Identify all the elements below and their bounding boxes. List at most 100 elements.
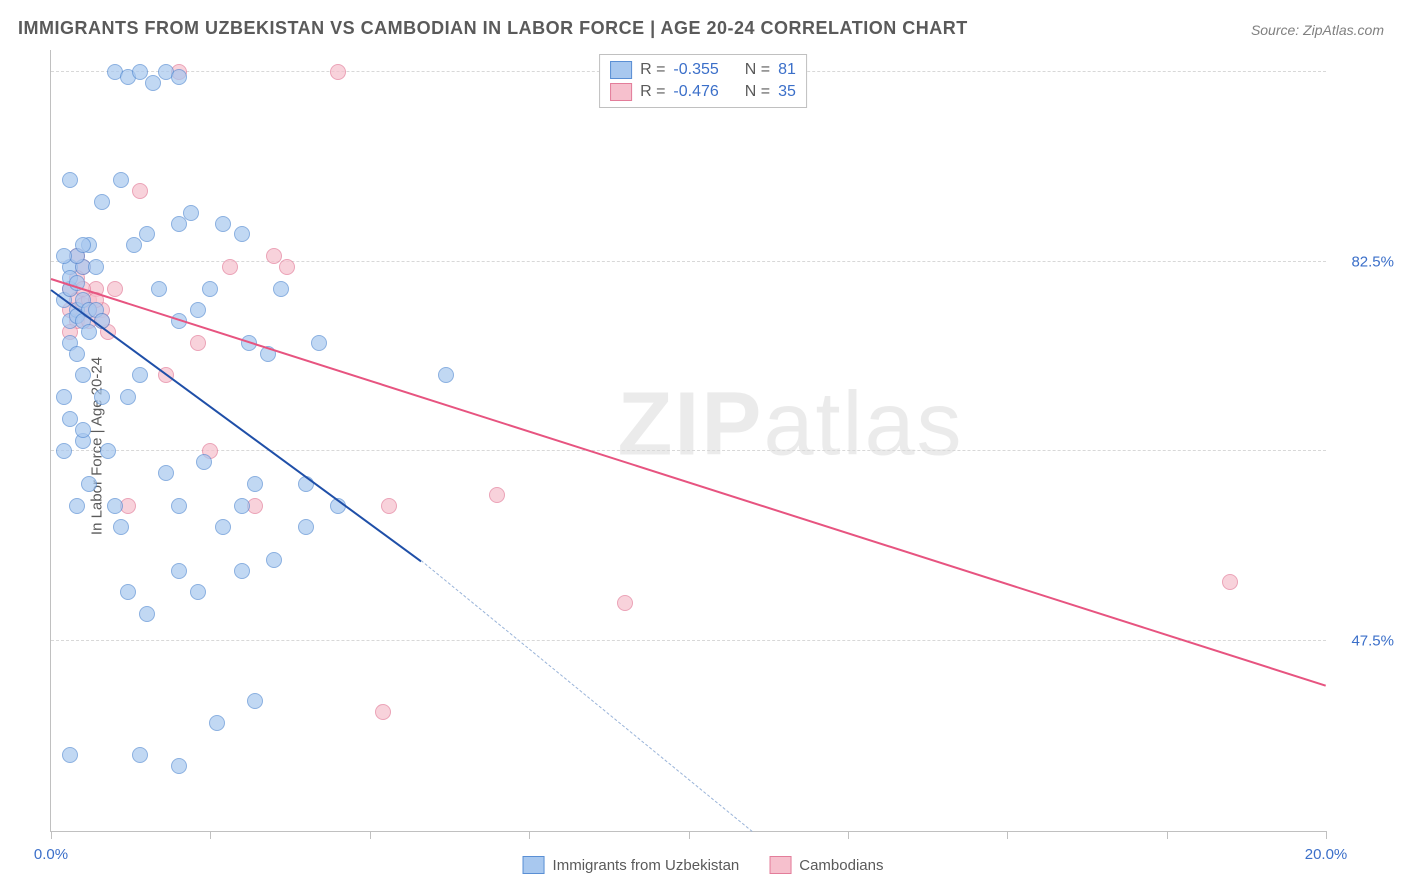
series-legend-cambodians: Cambodians — [769, 856, 883, 874]
x-tick-label: 20.0% — [1305, 846, 1348, 863]
data-point-uzbekistan — [94, 389, 110, 405]
data-point-uzbekistan — [151, 281, 167, 297]
data-point-uzbekistan — [88, 259, 104, 275]
swatch-uzbekistan-icon — [610, 61, 632, 79]
watermark-part1: ZIP — [617, 374, 763, 474]
gridline — [51, 640, 1326, 641]
data-point-cambodians — [617, 595, 633, 611]
data-point-uzbekistan — [100, 443, 116, 459]
data-point-uzbekistan — [113, 519, 129, 535]
x-tick — [1007, 831, 1008, 839]
watermark: ZIPatlas — [617, 373, 963, 476]
data-point-uzbekistan — [190, 302, 206, 318]
y-tick-label: 82.5% — [1351, 253, 1394, 270]
y-tick-label: 47.5% — [1351, 633, 1394, 650]
correlation-legend-row-uzbekistan: R = -0.355 N = 81 — [610, 59, 796, 81]
data-point-cambodians — [132, 183, 148, 199]
data-point-uzbekistan — [113, 172, 129, 188]
data-point-uzbekistan — [273, 281, 289, 297]
data-point-uzbekistan — [132, 747, 148, 763]
trend-line — [420, 560, 752, 832]
data-point-uzbekistan — [75, 367, 91, 383]
data-point-uzbekistan — [438, 367, 454, 383]
plot-area: ZIPatlas 47.5%82.5%0.0%20.0% — [50, 50, 1326, 832]
data-point-cambodians — [489, 487, 505, 503]
data-point-uzbekistan — [158, 465, 174, 481]
series-label-uzbekistan: Immigrants from Uzbekistan — [553, 857, 740, 874]
data-point-uzbekistan — [145, 75, 161, 91]
data-point-cambodians — [381, 498, 397, 514]
data-point-uzbekistan — [209, 715, 225, 731]
x-tick-label: 0.0% — [34, 846, 68, 863]
data-point-uzbekistan — [215, 519, 231, 535]
data-point-uzbekistan — [69, 498, 85, 514]
series-label-cambodians: Cambodians — [799, 857, 883, 874]
data-point-uzbekistan — [69, 346, 85, 362]
data-point-cambodians — [107, 281, 123, 297]
data-point-cambodians — [190, 335, 206, 351]
data-point-uzbekistan — [62, 172, 78, 188]
data-point-uzbekistan — [56, 248, 72, 264]
correlation-legend-row-cambodians: R = -0.476 N = 35 — [610, 81, 796, 103]
n-label: N = — [745, 61, 770, 79]
data-point-uzbekistan — [62, 747, 78, 763]
r-label: R = — [640, 83, 665, 101]
data-point-uzbekistan — [56, 443, 72, 459]
chart-container: IMMIGRANTS FROM UZBEKISTAN VS CAMBODIAN … — [0, 0, 1406, 892]
data-point-uzbekistan — [266, 552, 282, 568]
x-tick — [51, 831, 52, 839]
series-legend-uzbekistan: Immigrants from Uzbekistan — [523, 856, 740, 874]
data-point-uzbekistan — [139, 606, 155, 622]
swatch-uzbekistan-icon — [523, 856, 545, 874]
data-point-uzbekistan — [81, 476, 97, 492]
data-point-uzbekistan — [75, 422, 91, 438]
data-point-cambodians — [1222, 574, 1238, 590]
x-tick — [1167, 831, 1168, 839]
data-point-uzbekistan — [234, 563, 250, 579]
x-tick — [210, 831, 211, 839]
data-point-cambodians — [375, 704, 391, 720]
x-tick — [848, 831, 849, 839]
n-value-uzbekistan: 81 — [778, 61, 796, 79]
data-point-uzbekistan — [56, 389, 72, 405]
swatch-cambodians-icon — [610, 83, 632, 101]
data-point-uzbekistan — [81, 324, 97, 340]
data-point-uzbekistan — [120, 389, 136, 405]
data-point-uzbekistan — [190, 584, 206, 600]
data-point-uzbekistan — [75, 237, 91, 253]
data-point-uzbekistan — [120, 584, 136, 600]
chart-title: IMMIGRANTS FROM UZBEKISTAN VS CAMBODIAN … — [18, 18, 968, 39]
data-point-uzbekistan — [234, 498, 250, 514]
data-point-cambodians — [279, 259, 295, 275]
data-point-uzbekistan — [171, 758, 187, 774]
r-value-uzbekistan: -0.355 — [673, 61, 718, 79]
x-tick — [689, 831, 690, 839]
x-tick — [1326, 831, 1327, 839]
data-point-cambodians — [330, 64, 346, 80]
data-point-uzbekistan — [126, 237, 142, 253]
data-point-uzbekistan — [94, 194, 110, 210]
data-point-uzbekistan — [171, 69, 187, 85]
data-point-uzbekistan — [215, 216, 231, 232]
watermark-part2: atlas — [763, 374, 963, 474]
data-point-uzbekistan — [234, 226, 250, 242]
data-point-cambodians — [222, 259, 238, 275]
r-value-cambodians: -0.476 — [673, 83, 718, 101]
gridline — [51, 450, 1326, 451]
r-label: R = — [640, 61, 665, 79]
data-point-uzbekistan — [298, 519, 314, 535]
data-point-uzbekistan — [139, 226, 155, 242]
data-point-uzbekistan — [132, 367, 148, 383]
trend-line — [50, 289, 421, 562]
x-tick — [529, 831, 530, 839]
swatch-cambodians-icon — [769, 856, 791, 874]
n-label: N = — [745, 83, 770, 101]
series-legend: Immigrants from Uzbekistan Cambodians — [523, 856, 884, 874]
data-point-uzbekistan — [107, 498, 123, 514]
data-point-uzbekistan — [202, 281, 218, 297]
data-point-uzbekistan — [171, 216, 187, 232]
data-point-uzbekistan — [171, 563, 187, 579]
data-point-uzbekistan — [171, 498, 187, 514]
data-point-uzbekistan — [247, 476, 263, 492]
data-point-uzbekistan — [196, 454, 212, 470]
